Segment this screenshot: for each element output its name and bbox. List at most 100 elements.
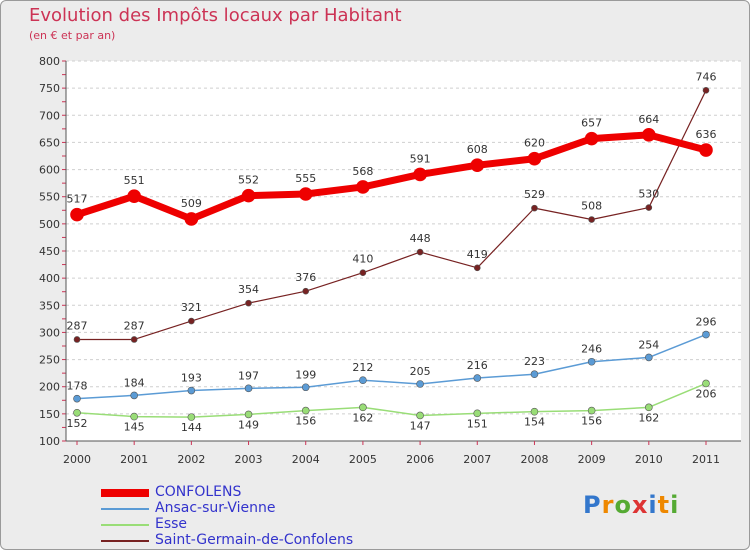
data-label: 296 [696,316,717,329]
data-point [244,410,253,419]
data-label: 354 [238,283,259,296]
data-label: 321 [181,301,202,314]
data-point [416,380,424,388]
data-point [645,403,653,412]
data-point [127,189,141,203]
x-tick-label: 2000 [63,453,91,466]
data-label: 419 [467,248,488,261]
legend-swatch [101,540,149,542]
data-point [702,379,710,388]
data-label: 657 [581,117,602,130]
y-tick-label: 450 [39,245,60,258]
data-point [244,384,253,393]
y-tick-label: 350 [39,299,60,312]
data-point [301,406,310,415]
x-tick-label: 2011 [692,453,720,466]
data-label: 144 [181,421,202,434]
data-point [645,204,653,211]
data-label: 448 [410,232,431,245]
data-label: 608 [467,143,488,156]
y-tick-label: 600 [39,164,60,177]
data-point [527,151,542,166]
data-label: 529 [524,188,545,201]
data-point [416,411,424,420]
data-point [531,204,538,212]
x-tick-label: 2003 [235,453,263,466]
data-point [530,370,539,379]
legend-label: Ansac-sur-Vienne [155,500,276,516]
data-label: 591 [410,152,431,165]
data-point [359,376,367,385]
legend-item: Esse [101,516,401,533]
data-label: 178 [67,380,88,393]
logo-letter: r [601,491,615,519]
data-point [188,317,195,325]
data-label: 254 [638,338,659,351]
data-point [359,403,367,412]
data-label: 197 [238,369,259,382]
data-point [530,407,539,416]
legend-item: CONFOLENS [101,484,401,501]
data-label: 410 [352,253,373,266]
data-point [473,264,481,272]
data-point [473,374,482,382]
data-label: 151 [467,417,488,430]
y-tick-label: 200 [39,381,60,394]
data-label: 156 [581,415,602,428]
data-label: 206 [696,387,717,400]
data-point [70,207,84,222]
series-line-confolens [75,131,707,223]
x-tick-label: 2007 [463,453,491,466]
legend-swatch [101,508,149,510]
data-point [473,409,482,418]
data-point [184,212,199,226]
data-label: 147 [410,419,431,432]
data-label: 509 [181,197,202,210]
data-point [130,391,138,400]
data-point [245,299,252,307]
data-point [699,143,713,157]
data-label: 184 [124,376,145,389]
logo-letter: i [648,491,658,519]
data-label: 620 [524,137,545,150]
y-tick-label: 700 [39,109,60,122]
data-label: 551 [124,174,145,187]
data-label: 212 [352,361,373,374]
data-label: 152 [67,417,88,430]
data-point [642,128,656,142]
data-label: 636 [696,128,717,141]
logo-letter: i [670,491,680,519]
data-point [588,216,595,223]
data-point [73,408,81,417]
x-tick-label: 2001 [120,453,148,466]
y-tick-label: 150 [39,408,60,421]
series-line-ansac-sur-vienne [76,333,707,400]
data-label: 162 [352,411,373,424]
y-tick-label: 400 [39,272,60,285]
data-label: 508 [581,200,602,213]
data-label: 568 [352,165,373,178]
data-label: 287 [124,319,145,332]
data-point [584,131,599,146]
x-tick-label: 2005 [349,453,377,466]
data-point [702,87,710,94]
data-label: 145 [124,421,145,434]
legend-item: Ansac-sur-Vienne [101,500,401,517]
data-label: 555 [295,172,316,185]
data-point [359,269,367,277]
data-label: 530 [638,188,659,201]
data-point [187,413,196,421]
x-tick-label: 2006 [406,453,434,466]
data-label: 156 [295,415,316,428]
x-tick-label: 2002 [177,453,205,466]
data-label: 205 [410,365,431,378]
legend-label: CONFOLENS [155,484,242,500]
data-label: 552 [238,174,259,187]
data-label: 246 [581,343,602,356]
data-label: 664 [638,113,659,126]
data-label: 162 [638,411,659,424]
data-label: 216 [467,359,488,372]
data-point [130,336,138,343]
